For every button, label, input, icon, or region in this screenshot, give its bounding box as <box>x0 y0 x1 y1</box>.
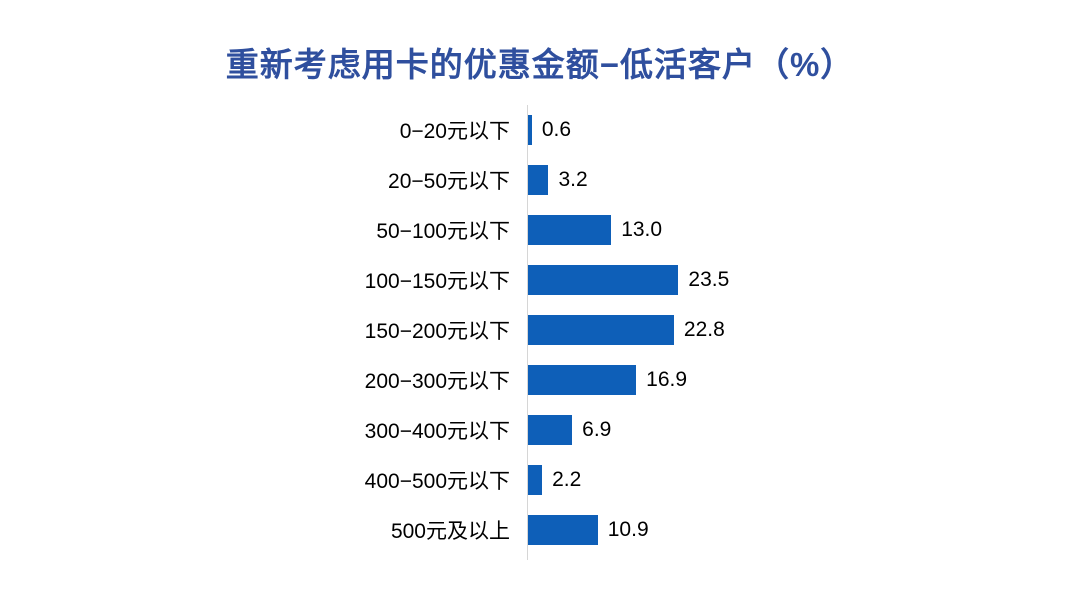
bar-area: 0.6 <box>528 115 571 145</box>
chart-row: 400−500元以下 2.2 <box>0 455 1080 505</box>
bar <box>528 265 679 295</box>
chart-row: 20−50元以下 3.2 <box>0 155 1080 205</box>
bar <box>528 365 637 395</box>
bar <box>528 515 598 545</box>
bar <box>528 115 532 145</box>
value-label: 22.8 <box>683 318 725 341</box>
chart-row: 100−150元以下 23.5 <box>0 255 1080 305</box>
category-label: 400−500元以下 <box>364 470 510 493</box>
bar-area: 16.9 <box>528 365 687 395</box>
category-label: 0−20元以下 <box>399 120 510 143</box>
chart-row: 50−100元以下 13.0 <box>0 205 1080 255</box>
chart-row: 150−200元以下 22.8 <box>0 305 1080 355</box>
chart-rows: 0−20元以下 0.6 20−50元以下 3.2 50−100元以下 13.0 100−15… <box>0 105 1080 555</box>
y-axis-line <box>527 105 528 560</box>
bar-chart: 0−20元以下 0.6 20−50元以下 3.2 50−100元以下 13.0 100−15… <box>0 105 1080 560</box>
bar <box>528 465 543 495</box>
bar-area: 2.2 <box>528 465 581 495</box>
value-label: 23.5 <box>688 268 730 291</box>
chart-row: 300−400元以下 6.9 <box>0 405 1080 455</box>
value-label: 0.6 <box>541 118 572 141</box>
value-label: 16.9 <box>646 368 688 391</box>
bar <box>528 165 549 195</box>
value-label: 13.0 <box>621 218 663 241</box>
bar <box>528 215 612 245</box>
value-label: 6.9 <box>582 418 612 441</box>
bar-area: 6.9 <box>528 415 611 445</box>
chart-row: 500元及以上 10.9 <box>0 505 1080 555</box>
bar-area: 23.5 <box>528 265 729 295</box>
value-label: 3.2 <box>558 168 588 191</box>
category-label: 300−400元以下 <box>364 420 510 443</box>
value-label: 10.9 <box>607 518 649 541</box>
category-label: 150−200元以下 <box>364 320 510 343</box>
bar-area: 13.0 <box>528 215 662 245</box>
bar <box>528 315 674 345</box>
bar-area: 3.2 <box>528 165 588 195</box>
chart-title: 重新考虑用卡的优惠金额−低活客户（%） <box>225 46 855 83</box>
category-label: 500元及以上 <box>390 520 510 543</box>
chart-row: 200−300元以下 16.9 <box>0 355 1080 405</box>
value-label: 2.2 <box>552 468 582 491</box>
bar <box>528 415 573 445</box>
chart-row: 0−20元以下 0.6 <box>0 105 1080 155</box>
bar-area: 10.9 <box>528 515 649 545</box>
category-label: 20−50元以下 <box>388 170 510 193</box>
category-label: 100−150元以下 <box>364 270 510 293</box>
bar-area: 22.8 <box>528 315 725 345</box>
category-label: 200−300元以下 <box>364 370 510 393</box>
category-label: 50−100元以下 <box>376 220 510 243</box>
